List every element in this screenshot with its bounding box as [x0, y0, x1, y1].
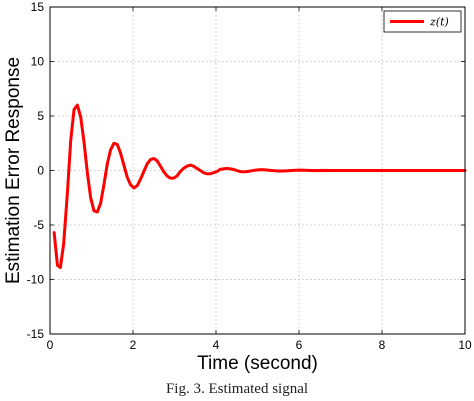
y-tick-label: 10 — [31, 55, 45, 69]
x-axis-title: Time (second) — [197, 353, 318, 374]
x-tick-label: 10 — [458, 338, 472, 352]
series-layer — [52, 103, 467, 270]
y-tick-label: 5 — [37, 109, 44, 123]
grid-lines — [50, 7, 465, 334]
y-tick-label: -10 — [27, 273, 45, 287]
legend-label: z(t) — [429, 16, 449, 29]
y-tick-label: -5 — [33, 218, 44, 232]
legend: z(t) — [383, 10, 462, 33]
x-tick-label: 8 — [379, 338, 386, 352]
x-tick-label: 4 — [213, 338, 220, 352]
axis-ticks: 0 2 4 6 8 10 -15 -10 -5 0 5 10 15 — [27, 0, 472, 352]
y-tick-label: -15 — [27, 327, 45, 341]
x-tick-label: 6 — [296, 338, 303, 352]
figure-caption: Fig. 3. Estimated signal — [165, 381, 309, 397]
y-tick-label: 15 — [31, 0, 45, 14]
plot-frame — [49, 6, 466, 335]
x-tick-label: 2 — [130, 338, 137, 352]
y-tick-label: 0 — [37, 164, 44, 178]
x-tick-label: 0 — [47, 338, 54, 352]
y-axis-title: Estimation Error Response — [3, 57, 24, 284]
series-line — [52, 103, 467, 270]
